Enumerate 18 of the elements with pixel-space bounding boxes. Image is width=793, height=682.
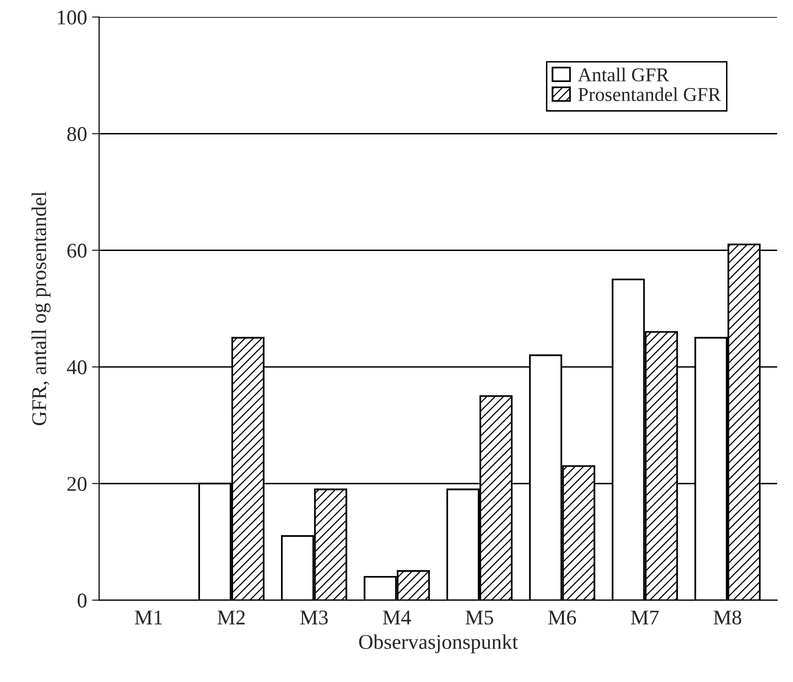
- legend-label: Antall GFR: [578, 68, 670, 82]
- y-tick-label: 100: [58, 10, 87, 24]
- x-tick-label: M6: [548, 610, 576, 625]
- x-tick-label: M7: [630, 610, 659, 624]
- legend-label: Prosentandel GFR: [578, 87, 721, 102]
- x-tick-label: M4: [382, 610, 411, 624]
- y-tick-label: 0: [78, 594, 87, 608]
- x-tick-label: M3: [300, 610, 328, 625]
- y-tick-label: 60: [67, 244, 87, 258]
- y-axis-title: GFR, antall og prosentandel: [32, 192, 51, 426]
- x-axis-title: Observasjonspunkt: [359, 634, 518, 654]
- x-tick-label: M2: [218, 610, 245, 624]
- x-tick-label: M8: [714, 610, 742, 625]
- x-tick-label: M5: [466, 610, 494, 625]
- y-tick-label: 40: [66, 360, 87, 374]
- x-tick-label: M1: [134, 610, 162, 624]
- y-tick-label: 80: [67, 127, 87, 142]
- y-tick-label: 20: [67, 476, 87, 491]
